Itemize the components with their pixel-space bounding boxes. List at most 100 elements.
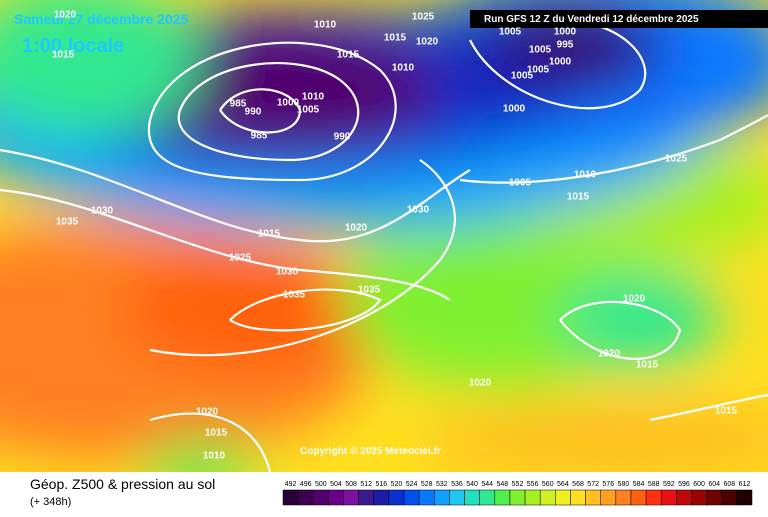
colorbar-label: 504 [330,481,342,488]
colorbar-label: 508 [345,481,357,488]
colorbar-label: 540 [466,481,478,488]
colorbar-label: 548 [497,481,509,488]
isobar-label: 1000 [554,27,577,38]
colorbar-swatch [373,489,390,506]
footer-lead: (+ 348h) [30,496,71,508]
colorbar-label: 608 [723,481,735,488]
isobar-label: 1000 [277,98,300,109]
colorbar-swatch [328,489,344,506]
colorbar-swatch [494,489,511,506]
isobar-label: 985 [230,99,247,110]
colorbar-swatch [660,489,677,506]
isobar-label: 1020 [623,294,646,305]
isobar-label: 1015 [567,192,590,203]
field [0,0,768,472]
colorbar-swatch [676,489,692,506]
colorbar-swatch [600,489,617,506]
isobar-label: 1005 [527,65,550,76]
colorbar-label: 528 [421,481,433,488]
colorbar-label: 544 [481,481,493,488]
isobar-label: 1005 [499,27,522,38]
isobar-label: 1035 [283,290,306,301]
isobar-label: 1015 [337,50,360,61]
colorbar-swatch [282,489,299,506]
colorbar-label: 520 [391,481,403,488]
colorbar-label: 568 [572,481,584,488]
colorbar-label: 600 [693,481,705,488]
run-banner [470,10,768,28]
colorbar-swatch [585,489,601,506]
isobar-label: 1020 [598,349,621,360]
isobar-label: 1000 [503,104,526,115]
colorbar-label: 492 [285,481,297,488]
isobar-label: 1010 [302,92,325,103]
isobar-label: 990 [245,107,262,118]
isobar-label: 1020 [54,10,77,21]
copyright: Copyright © 2025 Meteociel.fr [300,446,441,457]
colorbar-label: 604 [708,481,720,488]
isobar-label: 1015 [52,50,75,61]
colorbar-label: 516 [375,481,387,488]
colorbar-swatch [721,489,738,506]
isobar-label: 1015 [258,229,281,240]
colorbar-label: 612 [739,481,751,488]
colorbar-label: 536 [451,481,463,488]
colorbar-swatch [479,489,496,506]
isobar-label: 990 [334,132,351,143]
isobar-label: 1005 [509,178,532,189]
isobar-label: 1010 [392,63,415,74]
colorbar-label: 596 [678,481,690,488]
colorbar-swatch [570,489,586,506]
isobar-label: 1025 [412,12,435,23]
isobar-label: 1015 [384,33,407,44]
isobar-label: 1015 [205,428,228,439]
colorbar-label: 592 [663,481,675,488]
colorbar-label: 576 [602,481,614,488]
colorbar-swatch [449,489,465,506]
colorbar-label: 512 [360,481,372,488]
isobar-label: 1015 [636,360,659,371]
colorbar-label: 500 [315,481,327,488]
colorbar-swatch [358,489,375,506]
colorbar-swatch [297,489,314,506]
colorbar-swatch [691,489,707,506]
colorbar-label: 556 [527,481,539,488]
isobar-label: 1000 [549,57,572,68]
colorbar-swatch [539,489,556,506]
isobar-label: 1005 [529,45,552,56]
colorbar-label: 588 [648,481,660,488]
isobar-label: 985 [251,131,268,142]
isobar-label: 995 [557,40,574,51]
colorbar-label: 496 [300,481,312,488]
isobar-label: 1015 [715,406,738,417]
colorbar-swatch [706,489,722,506]
colorbar-swatch [388,489,405,506]
isobar-label: 1020 [196,407,219,418]
run-info: Run GFS 12 Z du Vendredi 12 décembre 202… [484,14,699,25]
footer-title: Géop. Z500 & pression au sol [30,476,215,492]
colorbar-label: 552 [512,481,524,488]
colorbar-swatch [524,489,541,506]
colorbar-swatch [615,489,632,506]
colorbar-label: 580 [618,481,630,488]
colorbar-swatch [343,489,359,506]
isobar-label: 1035 [358,285,381,296]
isobar-label: 1005 [511,71,534,82]
colorbar-swatch [434,489,450,506]
isobar-label: 1030 [407,205,430,216]
valid-date: Samedi 27 décembre 2025 [14,11,189,27]
valid-time: 1:00 locale [22,35,124,57]
colorbar-swatch [645,489,662,506]
isobar-label: 1025 [665,154,688,165]
colorbar-swatch [736,489,753,506]
isobar-label: 1010 [574,170,597,181]
isobar-label: 1035 [56,217,79,228]
isobar-label: 1030 [91,206,114,217]
isobar-label: 1010 [203,451,226,462]
isobar-label: 1025 [229,253,252,264]
colorbar-label: 584 [633,481,645,488]
isobar-label: 1005 [297,105,320,116]
colorbar-swatch [555,489,571,506]
colorbar-swatch [313,489,329,506]
colorbar-swatch [630,489,647,506]
